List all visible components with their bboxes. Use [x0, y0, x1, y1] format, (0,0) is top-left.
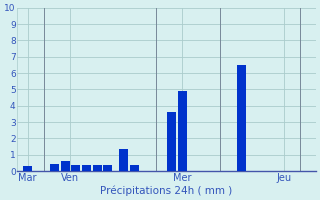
Bar — [119, 149, 128, 171]
Bar — [50, 164, 59, 171]
Bar — [92, 165, 102, 171]
Bar — [71, 165, 80, 171]
Bar — [178, 91, 187, 171]
Bar — [82, 165, 91, 171]
Bar — [23, 166, 32, 171]
Bar — [130, 165, 139, 171]
X-axis label: Précipitations 24h ( mm ): Précipitations 24h ( mm ) — [100, 185, 233, 196]
Bar — [60, 161, 70, 171]
Bar — [236, 65, 246, 171]
Bar — [103, 165, 112, 171]
Bar — [167, 112, 176, 171]
